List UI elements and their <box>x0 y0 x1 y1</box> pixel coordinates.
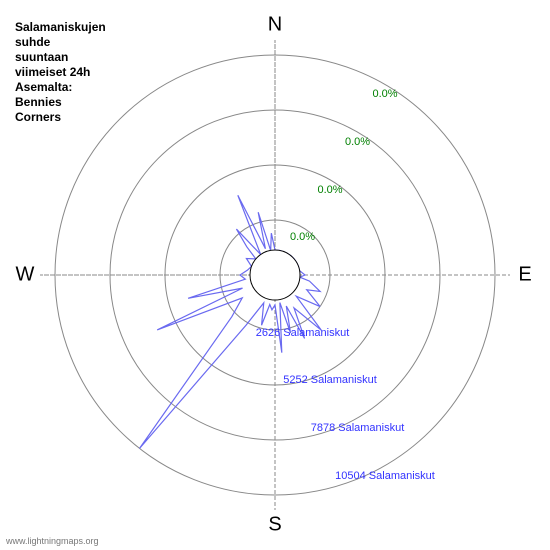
ring-label: 0.0% <box>345 136 370 148</box>
attribution-text: www.lightningmaps.org <box>6 536 99 546</box>
chart-title: Salamaniskujensuhdesuuntaanviimeiset 24h… <box>15 20 106 125</box>
ring-label: 0.0% <box>317 184 342 196</box>
compass-e: E <box>518 264 531 287</box>
compass-w: W <box>16 264 35 287</box>
ring-label: 7878 Salamaniskut <box>311 422 405 434</box>
compass-n: N <box>268 14 282 37</box>
compass-s: S <box>268 514 281 537</box>
ring-label: 10504 Salamaniskut <box>335 470 435 482</box>
ring-label: 0.0% <box>372 88 397 100</box>
ring-label: 0.0% <box>290 231 315 243</box>
ring-label: 5252 Salamaniskut <box>283 374 377 386</box>
ring-label: 2626 Salamaniskut <box>256 327 350 339</box>
polar-chart-container: Salamaniskujensuhdesuuntaanviimeiset 24h… <box>0 0 550 550</box>
